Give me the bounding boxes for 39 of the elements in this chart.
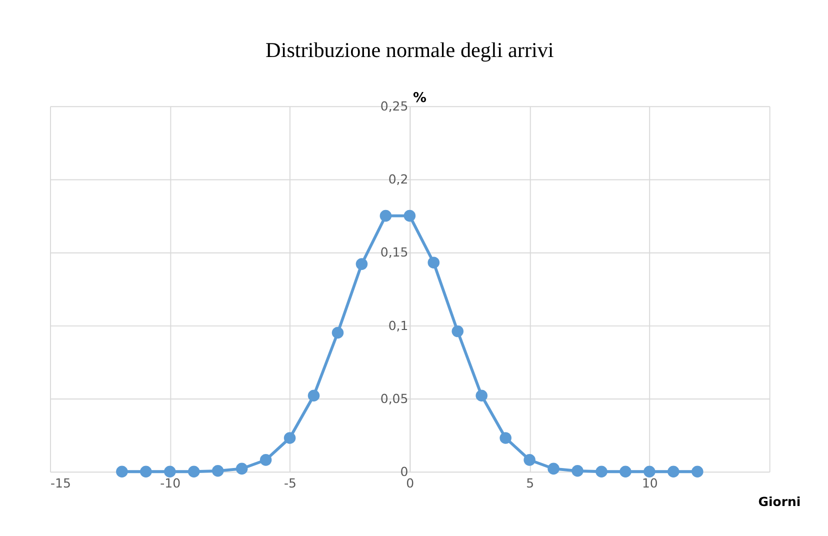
point (476, 390, 488, 402)
y-tick-label: 0,05 (380, 390, 408, 406)
x-tick-label: -15 (50, 475, 71, 490)
point (116, 466, 128, 478)
point (452, 325, 464, 338)
y-tick-label: 0 (400, 464, 408, 479)
point (332, 326, 344, 339)
point (620, 466, 632, 478)
point (356, 258, 368, 270)
x-tick-label: 5 (526, 475, 534, 490)
point (524, 454, 536, 466)
point (308, 390, 320, 402)
point (260, 454, 272, 466)
chart-title: Distribuzione normale degli arrivi (266, 38, 554, 62)
point (284, 432, 296, 444)
x-tick-label: 10 (642, 475, 658, 490)
y-tick-label: 0,25 (380, 98, 408, 114)
y-axis-title: % (413, 90, 428, 106)
point (572, 465, 584, 477)
point (380, 210, 392, 222)
x-tick-label: -10 (160, 475, 181, 490)
point (668, 466, 680, 478)
point (548, 462, 560, 475)
point (500, 432, 512, 444)
point (692, 466, 704, 478)
point (188, 466, 200, 478)
y-tick-label: 0,15 (380, 244, 408, 260)
x-tick-label: -5 (284, 475, 296, 490)
point (236, 462, 248, 475)
point (404, 210, 416, 222)
point (212, 465, 224, 477)
point (644, 466, 656, 478)
point (164, 466, 176, 478)
point (428, 256, 440, 268)
point (596, 466, 608, 478)
y-tick-label: 0,1 (388, 318, 408, 333)
point (140, 466, 152, 478)
y-tick-label: 0,2 (388, 172, 408, 187)
x-axis-title: Giorni (758, 494, 801, 509)
